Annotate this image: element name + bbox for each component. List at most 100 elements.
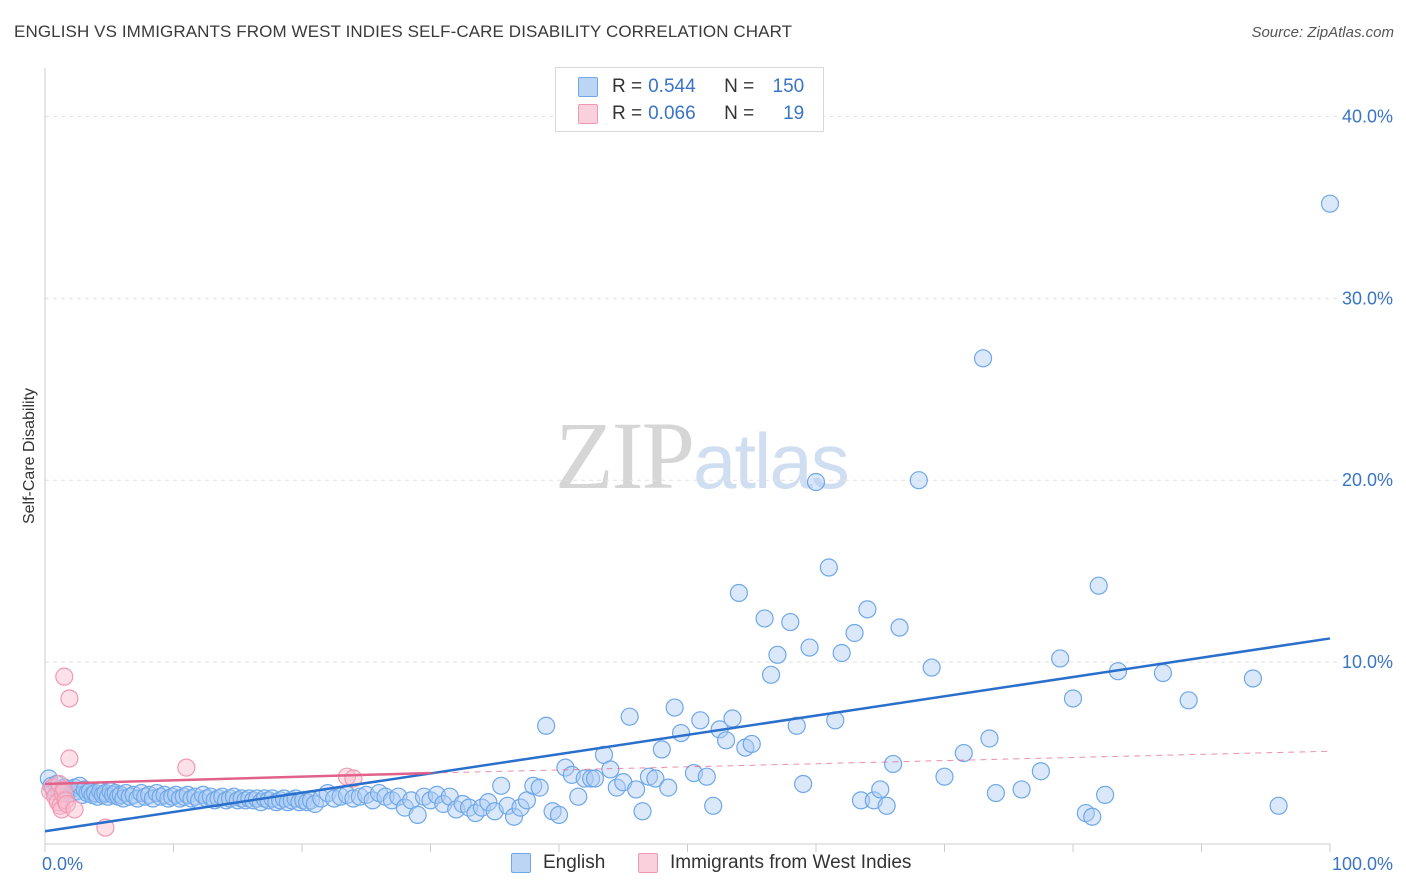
chart-title: ENGLISH VS IMMIGRANTS FROM WEST INDIES S… xyxy=(14,22,793,41)
legend-r-label: R = xyxy=(612,76,643,97)
english-point xyxy=(704,796,723,815)
english-point xyxy=(935,767,954,786)
y-tick-label: 30.0% xyxy=(1342,288,1393,308)
english-point xyxy=(716,731,736,750)
english-point xyxy=(511,798,530,817)
english-point xyxy=(832,643,851,663)
legend-r-value: 0.066 xyxy=(648,103,696,124)
english-point xyxy=(890,618,909,637)
legend-row-english: R = 0.544 N = 150 xyxy=(578,74,804,100)
english-point xyxy=(530,778,549,797)
english-point xyxy=(504,807,524,826)
english-point xyxy=(800,638,819,657)
english-point xyxy=(768,645,787,664)
english-point xyxy=(794,774,813,794)
english-point xyxy=(1051,649,1070,668)
english-trend-line xyxy=(44,637,1331,833)
english-point xyxy=(492,776,511,795)
english-point xyxy=(671,723,691,743)
legend-swatch-west-indies xyxy=(578,104,598,124)
english-point xyxy=(877,796,896,815)
y-tick-label: 40.0% xyxy=(1342,106,1393,126)
english-point xyxy=(549,805,569,824)
series-swatch-english xyxy=(511,853,531,873)
english-point xyxy=(973,349,993,368)
english-point xyxy=(1089,576,1108,595)
english-point xyxy=(1269,796,1288,815)
west-indies-point xyxy=(60,689,79,708)
legend-n-label: N = xyxy=(724,103,755,124)
legend-n-value: 19 xyxy=(783,103,805,124)
x-tick-label: 0.0% xyxy=(42,854,83,874)
english-point xyxy=(620,707,639,726)
west-indies-point xyxy=(65,800,84,819)
english-point xyxy=(1320,194,1340,213)
west-indies-point xyxy=(177,758,196,777)
correlation-legend: R = 0.544 N = 150 R = 0.066 N = 19 xyxy=(555,67,824,132)
west-indies-point xyxy=(55,667,74,686)
english-point xyxy=(871,780,890,799)
english-point xyxy=(761,665,781,684)
west-indies-trend-extension xyxy=(430,750,1331,774)
legend-row-west-indies: R = 0.066 N = 19 xyxy=(578,101,804,127)
english-point xyxy=(575,769,594,788)
english-point xyxy=(601,760,620,779)
x-tick-label: 100.0% xyxy=(1332,854,1393,874)
english-point xyxy=(1243,669,1263,688)
english-point xyxy=(569,787,588,806)
legend-n-label: N = xyxy=(724,76,755,97)
english-point xyxy=(922,658,941,677)
english-point xyxy=(537,716,556,735)
series-legend-west-indies: Immigrants from West Indies xyxy=(638,852,911,874)
english-point xyxy=(626,780,646,799)
legend-r-value: 0.544 xyxy=(648,76,696,97)
english-point xyxy=(652,740,671,759)
english-point xyxy=(806,472,826,492)
english-point xyxy=(1012,780,1031,799)
english-point xyxy=(755,609,774,628)
y-tick-label: 20.0% xyxy=(1342,470,1393,490)
english-point xyxy=(909,471,928,490)
series-legend-english: English xyxy=(511,852,605,874)
y-axis-label: Self-Care Disability xyxy=(21,388,38,524)
english-point xyxy=(742,734,761,754)
y-tick-label: 10.0% xyxy=(1342,652,1393,672)
english-point xyxy=(781,612,800,632)
english-point xyxy=(980,729,999,748)
english-point xyxy=(986,783,1006,803)
legend-swatch-english xyxy=(578,77,598,97)
english-point xyxy=(691,711,710,730)
series-legend: English Immigrants from West Indies xyxy=(0,852,1406,878)
english-point xyxy=(697,767,716,786)
english-point xyxy=(954,743,973,763)
english-point xyxy=(582,769,601,788)
west-indies-trend-line xyxy=(44,771,431,786)
english-point xyxy=(665,698,684,717)
series-swatch-west-indies xyxy=(638,853,658,873)
english-point xyxy=(633,802,652,821)
english-point xyxy=(819,558,838,577)
source-label: Source: ZipAtlas.com xyxy=(1251,24,1394,41)
english-point xyxy=(524,776,543,795)
english-point xyxy=(556,758,575,777)
english-point xyxy=(1153,663,1173,683)
watermark-zip: ZIP xyxy=(555,402,695,509)
english-point xyxy=(1083,807,1102,826)
english-point xyxy=(845,623,864,643)
west-indies-point xyxy=(60,749,79,768)
english-point xyxy=(723,709,742,728)
english-point xyxy=(585,769,605,788)
english-point xyxy=(1179,691,1198,710)
english-point xyxy=(1031,762,1050,781)
english-point xyxy=(659,778,678,797)
english-point xyxy=(883,754,903,774)
english-point xyxy=(646,769,665,788)
english-point xyxy=(639,767,659,786)
watermark: ZIPatlas xyxy=(555,400,850,511)
legend-n-value: 150 xyxy=(772,76,805,97)
english-point xyxy=(1063,689,1083,708)
english-point xyxy=(1096,785,1115,804)
watermark-atlas: atlas xyxy=(693,417,850,505)
english-point xyxy=(479,793,498,812)
